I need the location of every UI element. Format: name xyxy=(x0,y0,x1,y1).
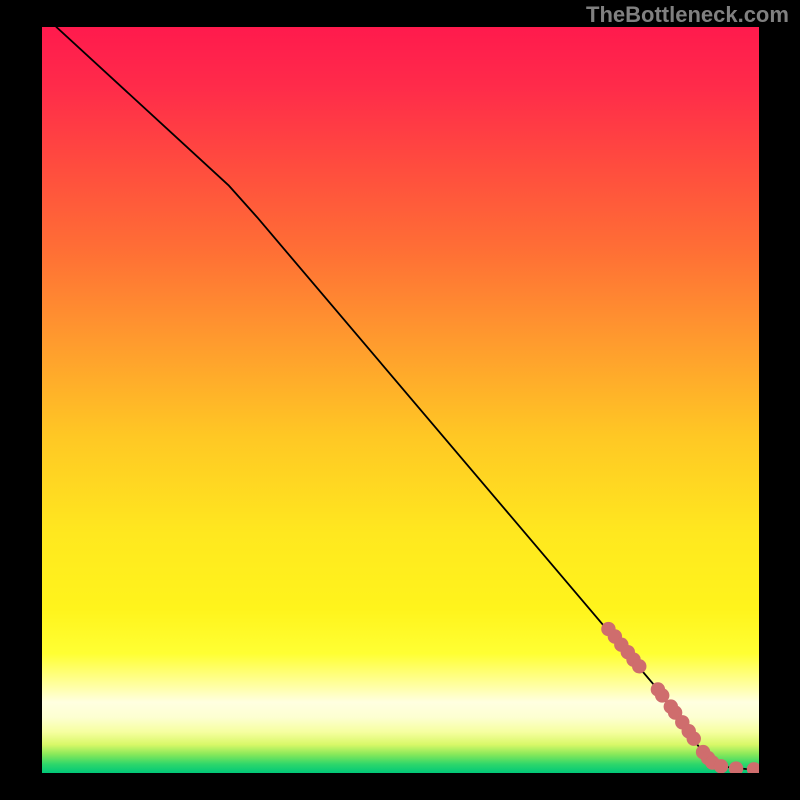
chart-marker xyxy=(632,659,646,673)
gradient-background xyxy=(42,27,759,773)
chart-plot-area xyxy=(42,27,759,773)
chart-marker xyxy=(687,731,701,745)
chart-svg xyxy=(42,27,759,773)
watermark-label: TheBottleneck.com xyxy=(586,2,789,28)
chart-marker xyxy=(714,759,728,773)
